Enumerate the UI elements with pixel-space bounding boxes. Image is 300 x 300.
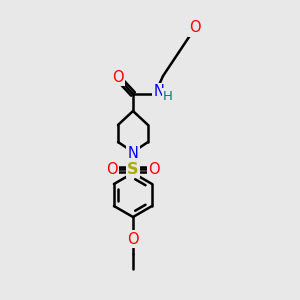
Text: O: O	[127, 232, 139, 247]
Text: O: O	[112, 70, 124, 85]
Text: O: O	[148, 161, 160, 176]
Text: N: N	[154, 85, 164, 100]
Text: H: H	[163, 89, 173, 103]
Text: O: O	[189, 20, 201, 35]
Text: N: N	[128, 146, 138, 161]
Text: O: O	[106, 161, 118, 176]
Text: S: S	[127, 161, 139, 176]
